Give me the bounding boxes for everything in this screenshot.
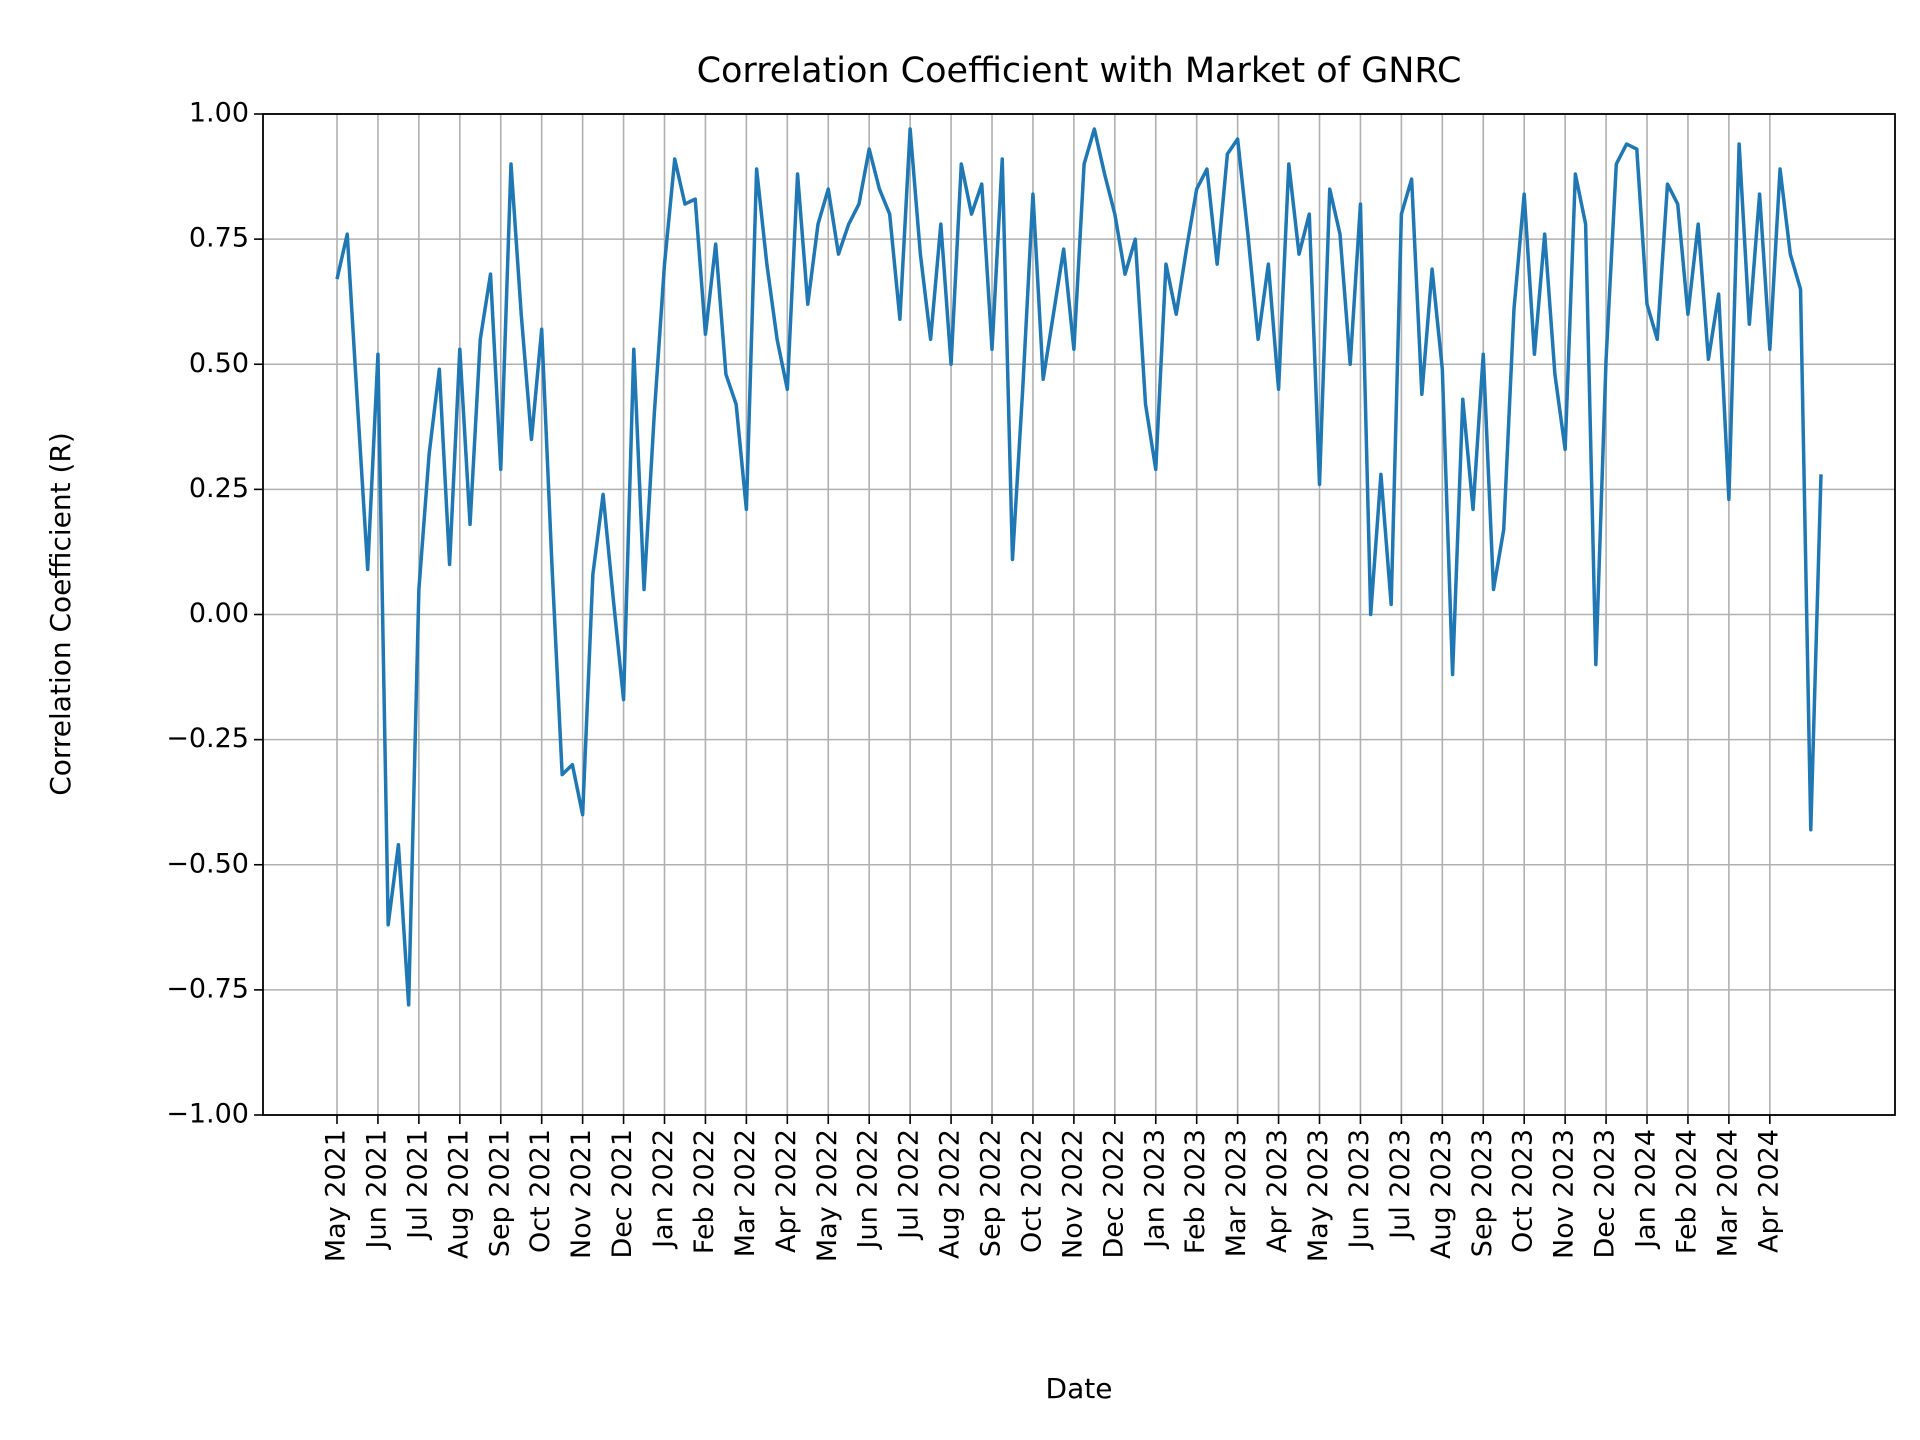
- x-tick-label: Feb 2024: [1671, 1129, 1702, 1254]
- x-tick-label: Sep 2023: [1467, 1129, 1498, 1257]
- x-tick-label: May 2023: [1303, 1129, 1334, 1262]
- x-tick-label: May 2022: [812, 1129, 843, 1262]
- y-tick-label: −0.75: [166, 973, 249, 1004]
- x-tick-label: Sep 2021: [484, 1129, 515, 1257]
- x-tick-label: Nov 2023: [1549, 1129, 1580, 1259]
- x-tick-label: Jan 2022: [648, 1129, 679, 1250]
- x-tick-label: Apr 2023: [1262, 1129, 1293, 1253]
- x-tick-label: Mar 2023: [1221, 1129, 1252, 1257]
- x-tick-label: Aug 2023: [1426, 1129, 1457, 1259]
- x-tick-label: Jul 2021: [402, 1129, 433, 1241]
- x-tick-label: Nov 2021: [566, 1129, 597, 1259]
- x-tick-label: Sep 2022: [976, 1129, 1007, 1257]
- x-tick-label: Mar 2022: [730, 1129, 761, 1257]
- x-tick-label: May 2021: [321, 1129, 352, 1262]
- x-tick-label: Dec 2022: [1098, 1129, 1129, 1259]
- y-tick-label: 0.25: [189, 473, 249, 504]
- x-tick-label: Aug 2021: [443, 1129, 474, 1259]
- x-tick-label: Dec 2023: [1590, 1129, 1621, 1259]
- y-tick-label: −1.00: [166, 1099, 249, 1130]
- y-tick-label: −0.25: [166, 723, 249, 754]
- x-tick-label: Mar 2024: [1712, 1129, 1743, 1257]
- x-tick-label: Jan 2024: [1631, 1129, 1662, 1250]
- plot-frame: [262, 113, 1896, 1116]
- y-tick-label: 0.50: [189, 348, 249, 379]
- x-tick-label: Dec 2021: [607, 1129, 638, 1259]
- y-axis-label: Correlation Coefficient (R): [44, 432, 77, 796]
- x-tick-label: Jul 2023: [1385, 1129, 1416, 1241]
- x-tick-label: Jun 2023: [1344, 1129, 1375, 1250]
- x-tick-label: Jul 2022: [894, 1129, 925, 1241]
- data-line: [335, 127, 1823, 1007]
- chart-title: Correlation Coefficient with Market of G…: [697, 51, 1462, 91]
- x-tick-label: Oct 2022: [1016, 1129, 1047, 1253]
- x-tick-label: Oct 2021: [525, 1129, 556, 1253]
- x-tick-label: Jun 2022: [853, 1129, 884, 1250]
- x-tick-label: Feb 2023: [1180, 1129, 1211, 1254]
- x-tick-label: Feb 2022: [689, 1129, 720, 1254]
- x-tick-label: Apr 2024: [1753, 1129, 1784, 1253]
- y-tick-label: 0.00: [189, 598, 249, 629]
- x-tick-label: Jun 2021: [361, 1129, 392, 1250]
- y-tick-label: 0.75: [189, 223, 249, 254]
- x-tick-label: Oct 2023: [1508, 1129, 1539, 1253]
- x-tick-label: Aug 2022: [935, 1129, 966, 1259]
- x-tick-label: Nov 2022: [1057, 1129, 1088, 1259]
- x-tick-label: Jan 2023: [1139, 1129, 1170, 1250]
- x-axis-label: Date: [1046, 1372, 1113, 1405]
- y-tick-label: −0.50: [166, 848, 249, 879]
- x-tick-label: Apr 2022: [771, 1129, 802, 1253]
- y-tick-label: 1.00: [189, 98, 249, 129]
